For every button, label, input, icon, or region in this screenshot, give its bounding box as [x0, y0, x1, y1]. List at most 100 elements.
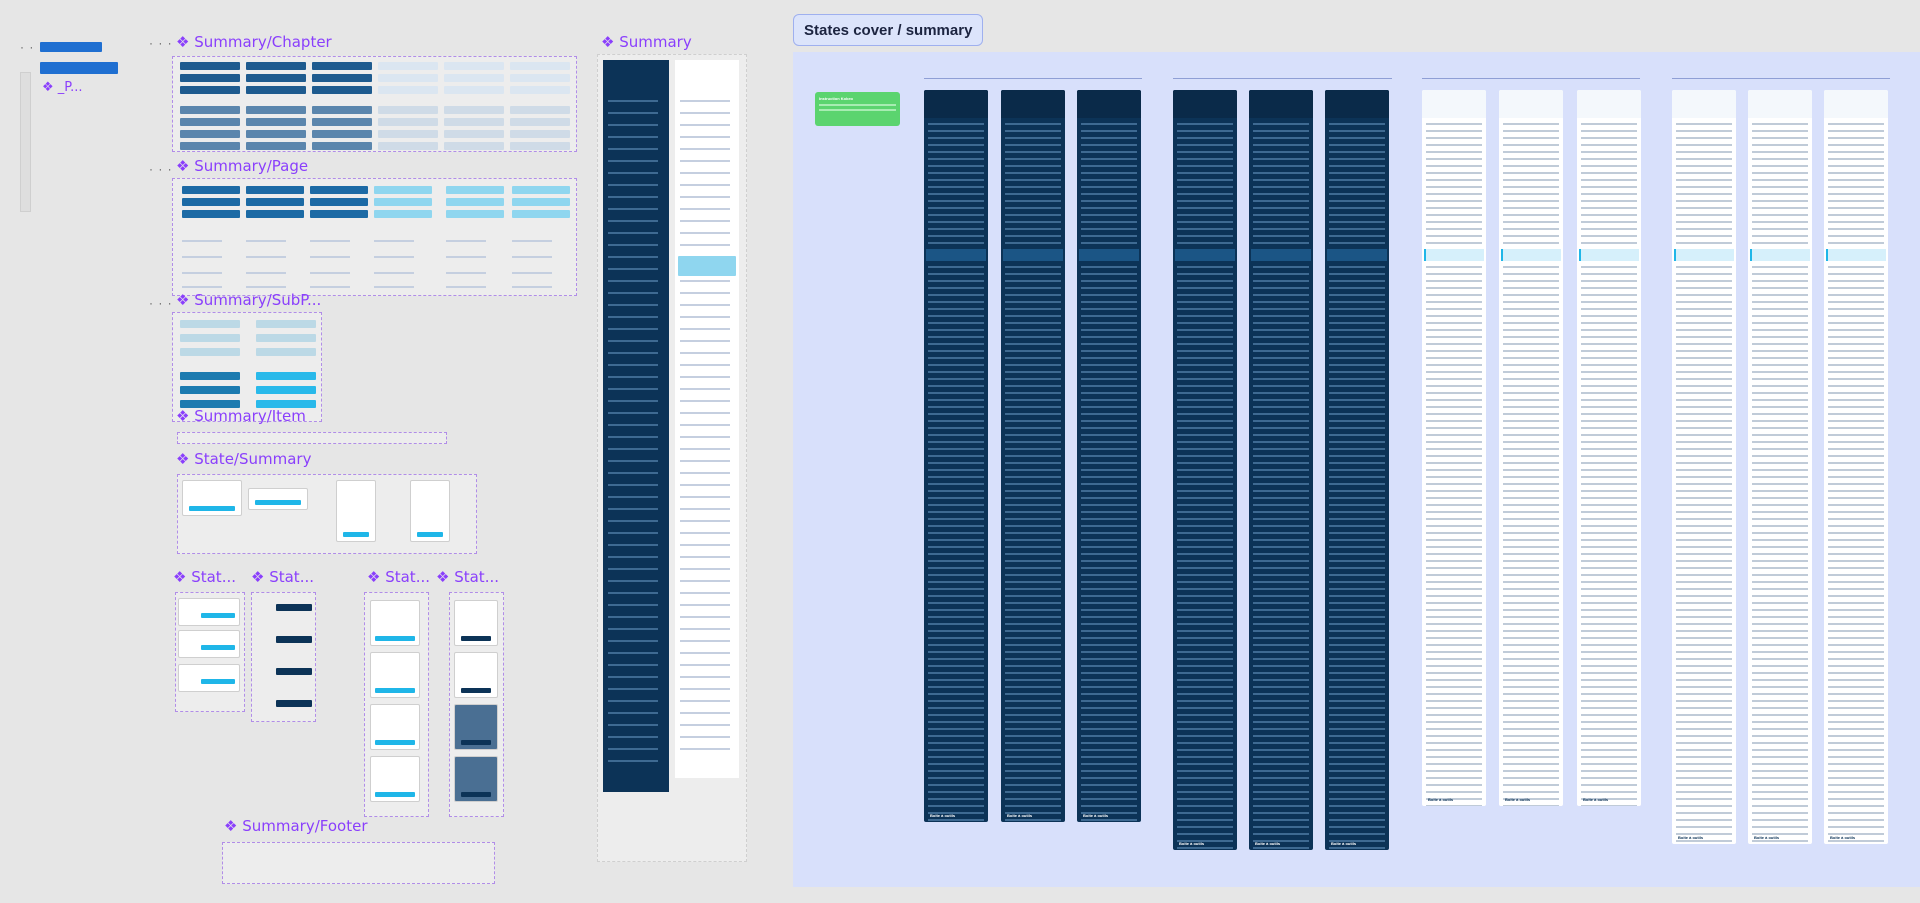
summary-light-column[interactable]: [675, 60, 739, 778]
subp-variant[interactable]: [180, 348, 240, 356]
page-variant[interactable]: [512, 186, 570, 194]
chapter-variant[interactable]: [312, 142, 372, 150]
state-column[interactable]: Boîte à outils: [1577, 90, 1641, 806]
subp-variant[interactable]: [180, 334, 240, 342]
chapter-variant[interactable]: [378, 62, 438, 70]
dots-chapter[interactable]: · · ·: [149, 36, 173, 50]
state-column[interactable]: Boîte à outils: [1077, 90, 1141, 822]
left-component-bar[interactable]: [40, 42, 102, 52]
page-variant[interactable]: [446, 198, 504, 206]
chapter-variant[interactable]: [510, 62, 570, 70]
chapter-variant[interactable]: [312, 130, 372, 138]
title-stat-2[interactable]: ❖ Stat...: [251, 568, 314, 586]
stat-cover-card[interactable]: [370, 756, 420, 802]
state-column-footer[interactable]: Boîte à outils: [1255, 841, 1281, 846]
card-button[interactable]: [375, 792, 415, 797]
state-column-selected[interactable]: [1327, 249, 1387, 261]
subp-variant[interactable]: [180, 372, 240, 380]
subp-variant[interactable]: [256, 400, 316, 408]
page-variant[interactable]: [246, 198, 304, 206]
dots-top-left[interactable]: · · ·: [20, 40, 44, 54]
card-button[interactable]: [255, 500, 301, 505]
page-variant[interactable]: [446, 186, 504, 194]
stat-cover-card[interactable]: [454, 652, 498, 698]
title-stat-4[interactable]: ❖ Stat...: [436, 568, 499, 586]
state-column[interactable]: Boîte à outils: [1173, 90, 1237, 850]
state-column-footer[interactable]: Boîte à outils: [1754, 835, 1780, 840]
subp-variant[interactable]: [256, 334, 316, 342]
state-card[interactable]: [182, 480, 242, 516]
chapter-variant[interactable]: [312, 86, 372, 94]
chapter-variant[interactable]: [444, 86, 504, 94]
chapter-variant[interactable]: [312, 118, 372, 126]
chapter-variant[interactable]: [312, 74, 372, 82]
stat-cover-card[interactable]: [454, 756, 498, 802]
state-column-selected[interactable]: [1251, 249, 1311, 261]
states-cover-title[interactable]: States cover / summary: [793, 14, 984, 46]
title-summary-subp[interactable]: ❖ Summary/SubP...: [176, 291, 322, 309]
stat-filter[interactable]: [276, 604, 312, 611]
card-button[interactable]: [343, 532, 369, 537]
chapter-variant[interactable]: [378, 74, 438, 82]
page-variant[interactable]: [310, 186, 368, 194]
chapter-variant[interactable]: [378, 142, 438, 150]
state-column[interactable]: Boîte à outils: [924, 90, 988, 822]
state-column-selected[interactable]: [1424, 249, 1484, 261]
stat-card[interactable]: [178, 630, 240, 658]
title-stat-1[interactable]: ❖ Stat...: [173, 568, 236, 586]
page-variant[interactable]: [374, 198, 432, 206]
state-column-selected[interactable]: [1003, 249, 1063, 261]
summary-dark-column[interactable]: [603, 60, 669, 792]
subp-variant[interactable]: [180, 400, 240, 408]
state-column-selected[interactable]: [1750, 249, 1810, 261]
chapter-variant[interactable]: [444, 74, 504, 82]
title-summary-chapter[interactable]: ❖ Summary/Chapter: [176, 33, 332, 51]
subp-variant[interactable]: [256, 348, 316, 356]
page-variant[interactable]: [246, 186, 304, 194]
state-column-footer[interactable]: Boîte à outils: [1331, 841, 1357, 846]
chapter-variant[interactable]: [444, 62, 504, 70]
state-column-footer[interactable]: Boîte à outils: [1007, 813, 1033, 818]
page-variant[interactable]: [246, 210, 304, 218]
chapter-variant[interactable]: [246, 130, 306, 138]
state-column[interactable]: Boîte à outils: [1824, 90, 1888, 844]
stat-cover-card[interactable]: [370, 652, 420, 698]
state-column-footer[interactable]: Boîte à outils: [1179, 841, 1205, 846]
title-summary[interactable]: ❖ Summary: [601, 33, 692, 51]
chapter-variant[interactable]: [510, 142, 570, 150]
chapter-variant[interactable]: [378, 106, 438, 114]
page-variant[interactable]: [182, 186, 240, 194]
state-column-selected[interactable]: [926, 249, 986, 261]
left-component-bar-2[interactable]: [40, 62, 118, 74]
state-column-selected[interactable]: [1826, 249, 1886, 261]
chapter-variant[interactable]: [510, 86, 570, 94]
card-filter[interactable]: [461, 740, 491, 745]
chapter-variant[interactable]: [246, 106, 306, 114]
page-variant[interactable]: [182, 198, 240, 206]
state-column-footer[interactable]: Boîte à outils: [1830, 835, 1856, 840]
instruction-note[interactable]: Instruction Kokeo: [815, 92, 900, 126]
chapter-variant[interactable]: [510, 118, 570, 126]
chapter-variant[interactable]: [246, 118, 306, 126]
page-variant[interactable]: [512, 210, 570, 218]
chapter-variant[interactable]: [510, 74, 570, 82]
state-column-footer[interactable]: Boîte à outils: [1428, 797, 1454, 802]
state-column[interactable]: Boîte à outils: [1672, 90, 1736, 844]
title-summary-item[interactable]: ❖ Summary/Item: [176, 407, 306, 425]
chapter-variant[interactable]: [180, 106, 240, 114]
chapter-variant[interactable]: [180, 142, 240, 150]
chapter-variant[interactable]: [246, 142, 306, 150]
stat-cover-card[interactable]: [454, 600, 498, 646]
title-stat-3[interactable]: ❖ Stat...: [367, 568, 430, 586]
card-filter[interactable]: [461, 636, 491, 641]
title-summary-footer[interactable]: ❖ Summary/Footer: [224, 817, 368, 835]
chapter-variant[interactable]: [510, 106, 570, 114]
state-column[interactable]: Boîte à outils: [1325, 90, 1389, 850]
card-button[interactable]: [201, 645, 235, 650]
title-summary-page[interactable]: ❖ Summary/Page: [176, 157, 309, 175]
chapter-variant[interactable]: [378, 130, 438, 138]
chapter-variant[interactable]: [510, 130, 570, 138]
chapter-variant[interactable]: [180, 130, 240, 138]
chapter-variant[interactable]: [312, 106, 372, 114]
card-button[interactable]: [375, 740, 415, 745]
